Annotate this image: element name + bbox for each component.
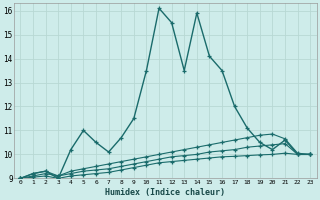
X-axis label: Humidex (Indice chaleur): Humidex (Indice chaleur): [105, 188, 225, 197]
